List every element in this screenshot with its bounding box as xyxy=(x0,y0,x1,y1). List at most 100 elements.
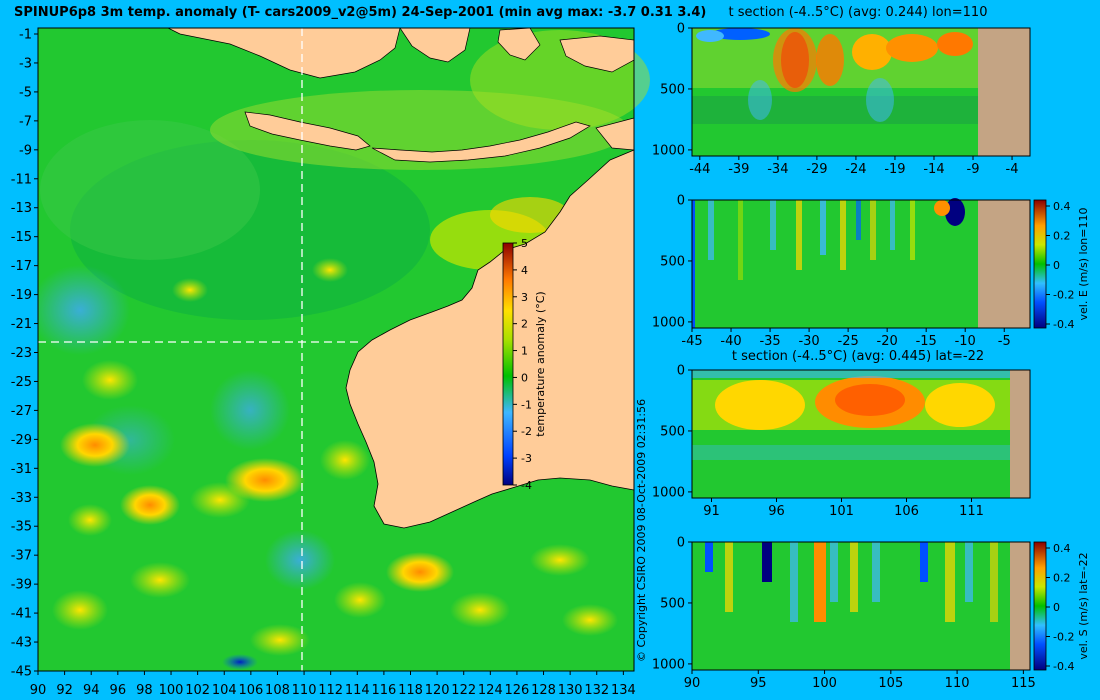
y-tick-label: -41 xyxy=(11,607,32,622)
y-tick-label: -45 xyxy=(11,665,32,680)
panel-t-section-lat: t section (-4..5°C) (avg: 0.445) lat=-22… xyxy=(652,349,1031,519)
vel-e-colorbar-ramp xyxy=(1033,199,1047,329)
map-land xyxy=(167,27,635,529)
x-tick-label: 110 xyxy=(945,676,970,691)
x-tick-label: 94 xyxy=(83,683,100,698)
y-tick-label: 500 xyxy=(660,254,685,269)
panel1-y-axis: 0 500 1000 xyxy=(652,22,692,158)
main-title: SPINUP6p8 3m temp. anomaly (T- cars2009_… xyxy=(14,5,706,20)
y-tick-label: 500 xyxy=(660,596,685,611)
x-tick-label: 100 xyxy=(159,683,184,698)
colorbar-tick-label: -0.4 xyxy=(1053,318,1074,331)
x-tick-label: 128 xyxy=(531,683,556,698)
panel2-land xyxy=(978,200,1030,328)
y-tick-label: -29 xyxy=(11,433,32,448)
colorbar-tick-label: -0.2 xyxy=(1053,631,1074,644)
y-tick-label: 1000 xyxy=(652,657,685,672)
colorbar-tick-label: 0.2 xyxy=(1053,572,1071,585)
panel-vel-s: 0 500 1000 90 95 100 105 110 115 0.4 0.2 0 -0.2 -0.… xyxy=(652,536,1090,692)
y-tick-label: -39 xyxy=(11,578,32,593)
panel1-texture xyxy=(692,28,1030,156)
vel-e-colorbar-ticks: 0.4 0.2 0 -0.2 -0.4 xyxy=(1046,200,1074,331)
x-tick-label: -34 xyxy=(767,162,788,177)
vel-s-colorbar-label: vel. S (m/s) lat=-22 xyxy=(1077,552,1090,659)
x-tick-label: 118 xyxy=(398,683,423,698)
x-tick-label: -10 xyxy=(955,334,976,349)
panel1-x-axis: -44 -39 -34 -29 -24 -19 -14 -9 -4 xyxy=(689,156,1019,177)
y-tick-label: -21 xyxy=(11,317,32,332)
colorbar-tick-label: 0 xyxy=(1053,601,1060,614)
colorbar-tick-label: -2 xyxy=(521,425,532,438)
y-tick-label: -43 xyxy=(11,636,32,651)
panel4-bg xyxy=(692,542,1030,670)
y-tick-label: 0 xyxy=(677,364,685,379)
y-tick-label: -25 xyxy=(11,375,32,390)
x-tick-label: 106 xyxy=(238,683,263,698)
x-tick-label: 114 xyxy=(345,683,370,698)
map-frame xyxy=(37,27,635,672)
y-tick-label: -11 xyxy=(11,172,32,187)
land-australia xyxy=(345,149,635,529)
x-tick-label: 120 xyxy=(425,683,450,698)
vel-s-colorbar-ticks: 0.4 0.2 0 -0.2 -0.4 xyxy=(1046,542,1074,673)
panel1-frame xyxy=(691,27,1031,157)
x-tick-label: 91 xyxy=(703,504,720,519)
y-tick-label: -15 xyxy=(11,230,32,245)
x-tick-label: -9 xyxy=(967,162,980,177)
x-tick-label: 90 xyxy=(684,676,701,691)
panel4-frame xyxy=(691,541,1031,671)
x-tick-label: -35 xyxy=(759,334,780,349)
temp-colorbar-label: temperature anomaly (°C) xyxy=(534,291,547,436)
y-tick-label: -7 xyxy=(19,114,32,129)
panel1-land xyxy=(978,28,1030,156)
y-tick-label: -1 xyxy=(19,28,32,43)
x-tick-label: 101 xyxy=(829,504,854,519)
y-tick-label: 0 xyxy=(677,194,685,209)
y-tick-label: -5 xyxy=(19,85,32,100)
x-tick-label: 90 xyxy=(30,683,47,698)
colorbar-tick-label: 0 xyxy=(1053,259,1060,272)
y-tick-label: 500 xyxy=(660,82,685,97)
x-tick-label: 116 xyxy=(371,683,396,698)
x-tick-label: 98 xyxy=(136,683,153,698)
x-tick-label: -25 xyxy=(838,334,859,349)
y-tick-label: 0 xyxy=(677,22,685,37)
panel3-land xyxy=(1010,370,1030,498)
y-tick-label: -23 xyxy=(11,346,32,361)
panel3-frame xyxy=(691,369,1031,499)
x-tick-label: 124 xyxy=(478,683,503,698)
y-tick-label: 0 xyxy=(677,536,685,551)
copyright-text: © Copyright CSIRO 2009 08-Oct-2009 02:31… xyxy=(635,399,648,662)
x-tick-label: 102 xyxy=(185,683,210,698)
x-tick-label: 115 xyxy=(1011,676,1036,691)
map-y-axis: -1 -3 -5 -7 -9 -11 -13 -15 -17 -19 -21 -23 -25 -27 -29… xyxy=(11,28,38,680)
x-tick-label: 126 xyxy=(505,683,530,698)
y-tick-label: -37 xyxy=(11,549,32,564)
x-tick-label: -19 xyxy=(884,162,905,177)
colorbar-tick-label: 2 xyxy=(521,318,528,331)
main-map: -1-3-5-7-9-11-13-15-17-19-21-23-25-27-29… xyxy=(11,27,650,698)
panel2-texture xyxy=(692,198,1030,328)
panel2-x-axis: -45 -40 -35 -30 -25 -20 -15 -10 -5 xyxy=(681,328,1011,349)
panel3-y-axis: 0 500 1000 xyxy=(652,364,692,500)
y-tick-label: -13 xyxy=(11,201,32,216)
land-islands-ne xyxy=(559,35,635,73)
temp-colorbar-ticks: 5 4 3 2 1 0 -1 -2 -3 -4 xyxy=(513,237,532,492)
vel-s-colorbar-ramp xyxy=(1033,541,1047,671)
x-tick-label: -15 xyxy=(916,334,937,349)
colorbar-tick-label: -0.2 xyxy=(1053,289,1074,302)
x-tick-label: -39 xyxy=(728,162,749,177)
x-tick-label: 110 xyxy=(292,683,317,698)
x-tick-label: 96 xyxy=(110,683,127,698)
y-tick-label: -3 xyxy=(19,56,32,71)
colorbar-tick-label: -3 xyxy=(521,452,532,465)
x-tick-label: 100 xyxy=(812,676,837,691)
colorbar-tick-label: 0.4 xyxy=(1053,200,1071,213)
x-tick-label: 95 xyxy=(750,676,767,691)
x-tick-label: 96 xyxy=(768,504,785,519)
panel2-frame xyxy=(691,199,1031,329)
x-tick-label: -29 xyxy=(806,162,827,177)
y-tick-label: -19 xyxy=(11,288,32,303)
